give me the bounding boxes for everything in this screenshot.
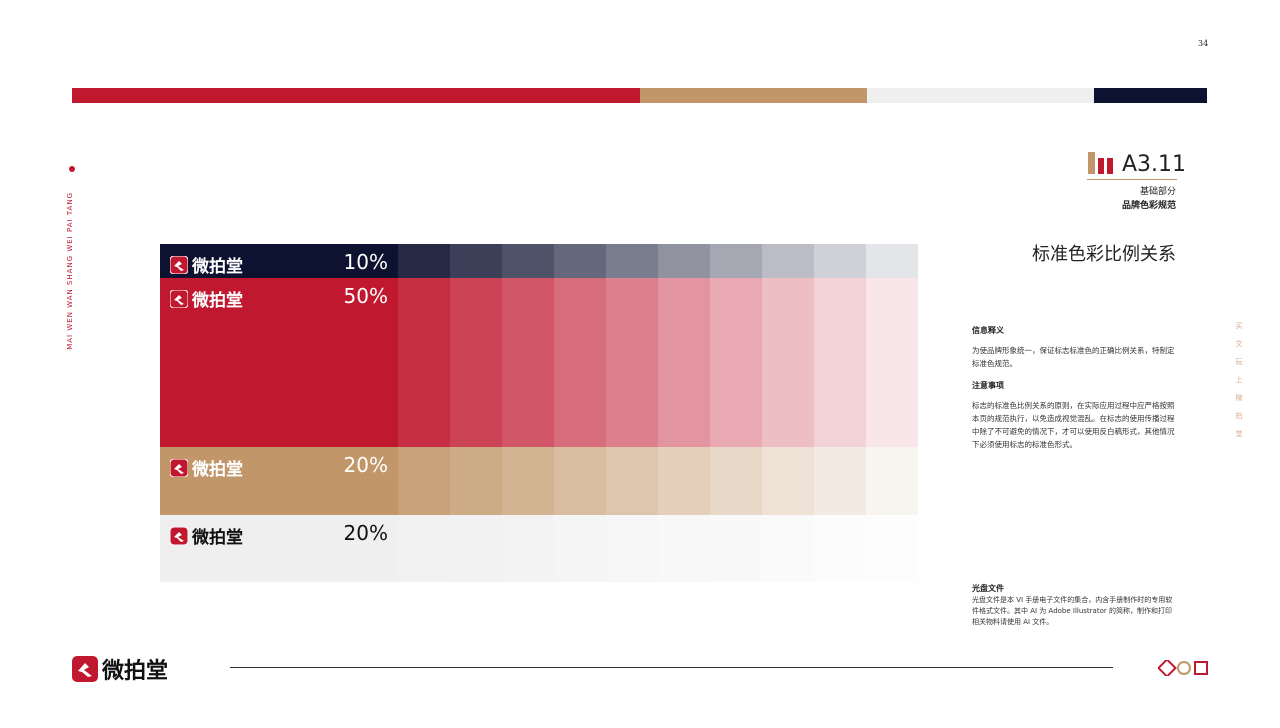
tint-cell <box>554 278 606 447</box>
disc-heading: 光盘文件 <box>972 584 1004 593</box>
logo-mark <box>174 463 184 474</box>
tint-cell <box>658 244 710 278</box>
row-logo: 微拍堂 <box>170 455 243 480</box>
side-text-en: MAI WEN WAN SHANG WEI PAI TANG <box>66 192 74 350</box>
row-ratio: 20% <box>343 453 388 477</box>
bar-red <box>72 88 640 103</box>
tint-cell <box>866 244 918 278</box>
notes: 信息释义为使品牌形象统一，保证标志标准色的正确比例关系，特制定标准色规范。注意事… <box>972 325 1178 461</box>
note-body: 标志的标准色比例关系的原则，在实际应用过程中应严格按照本页的规范执行，以免造成视… <box>972 401 1175 449</box>
color-block <box>160 278 398 447</box>
color-block <box>160 515 398 582</box>
logo-icon <box>170 289 188 308</box>
tint-cell <box>398 515 450 582</box>
section-rule <box>1087 179 1177 180</box>
row-ratio: 20% <box>343 521 388 545</box>
logo-mark <box>174 531 184 542</box>
tint-cell <box>606 278 658 447</box>
section-icon <box>1088 152 1113 174</box>
row-brand: 微拍堂 <box>192 257 243 277</box>
tint-cell <box>502 515 554 582</box>
tint-cell <box>554 244 606 278</box>
page-number: 34 <box>1198 39 1209 48</box>
bar-gray <box>867 88 1094 103</box>
tint-cell <box>762 447 814 515</box>
tint-cell <box>710 515 762 582</box>
tint-cell <box>398 278 450 447</box>
color-row: 微拍堂 20% <box>160 447 918 515</box>
color-row: 微拍堂 10% <box>160 244 918 278</box>
tint-cell <box>762 515 814 582</box>
tint-cell <box>866 515 918 582</box>
tint-cell <box>814 447 866 515</box>
footer-logo-text: 微拍堂 <box>102 659 169 684</box>
color-row: 微拍堂 20% <box>160 515 918 582</box>
row-logo: 微拍堂 <box>170 286 243 311</box>
note: 注意事项标志的标准色比例关系的原则，在实际应用过程中应严格按照本页的规范执行，以… <box>972 380 1178 451</box>
page-title: 标准色彩比例关系 <box>1032 244 1176 265</box>
tint-cell <box>814 278 866 447</box>
tint-cell <box>814 244 866 278</box>
tint-cell <box>450 244 502 278</box>
logo-icon <box>72 656 98 682</box>
note-heading: 注意事项 <box>972 381 1004 390</box>
footer-logo: 微拍堂 <box>72 653 168 685</box>
note-heading: 信息释义 <box>972 326 1004 335</box>
color-block <box>160 447 398 515</box>
logo-mark <box>174 260 184 271</box>
row-ratio: 50% <box>343 284 388 308</box>
tint-cell <box>554 447 606 515</box>
tint-cell <box>762 278 814 447</box>
disc-note: 光盘文件 光盘文件是本 VI 手册电子文件的集合，内含手册制作时的专用软件格式文… <box>972 583 1178 638</box>
tint-cell <box>450 515 502 582</box>
dot <box>69 166 75 172</box>
tint-cell <box>866 278 918 447</box>
section-part: 基础部分 <box>1139 187 1176 197</box>
tint-cell <box>658 515 710 582</box>
row-logo: 微拍堂 <box>170 252 243 277</box>
tint-cell <box>398 447 450 515</box>
tint-cell <box>710 244 762 278</box>
color-block <box>160 244 398 278</box>
tint-cell <box>814 515 866 582</box>
bar-navy <box>1094 88 1207 103</box>
tint-cell <box>398 244 450 278</box>
tint-cell <box>502 447 554 515</box>
row-logo: 微拍堂 <box>170 523 243 548</box>
bar-gold <box>640 88 867 103</box>
footer-rule <box>230 667 1113 668</box>
note-body: 为使品牌形象统一，保证标志标准色的正确比例关系，特制定标准色规范。 <box>972 346 1175 368</box>
tint-cell <box>502 278 554 447</box>
color-row: 微拍堂 50% <box>160 278 918 447</box>
logo-icon <box>170 526 188 545</box>
tint-cell <box>762 244 814 278</box>
tint-cell <box>606 447 658 515</box>
tint-cell <box>866 447 918 515</box>
tint-cell <box>502 244 554 278</box>
section-code: A3.11 <box>1122 152 1187 177</box>
side-text-cn: 买文玩上微拍堂 <box>1235 322 1243 448</box>
tint-cell <box>554 515 606 582</box>
tint-cell <box>606 244 658 278</box>
tint-cell <box>606 515 658 582</box>
disc-body: 光盘文件是本 VI 手册电子文件的集合，内含手册制作时的专用软件格式文件。其中 … <box>972 596 1173 626</box>
row-ratio: 10% <box>343 250 388 274</box>
tint-cell <box>450 278 502 447</box>
note: 信息释义为使品牌形象统一，保证标志标准色的正确比例关系，特制定标准色规范。 <box>972 325 1178 370</box>
tint-cell <box>658 447 710 515</box>
logo-icon <box>170 458 188 477</box>
tint-cell <box>710 278 762 447</box>
logo-icon <box>170 255 188 274</box>
logo-mark <box>174 294 184 305</box>
tint-cell <box>658 278 710 447</box>
tint-cell <box>710 447 762 515</box>
row-brand: 微拍堂 <box>192 528 243 548</box>
section-name: 品牌色彩规范 <box>1121 201 1176 211</box>
row-brand: 微拍堂 <box>192 460 243 480</box>
tint-cell <box>450 447 502 515</box>
row-brand: 微拍堂 <box>192 291 243 311</box>
footer-ornaments <box>1158 660 1208 676</box>
